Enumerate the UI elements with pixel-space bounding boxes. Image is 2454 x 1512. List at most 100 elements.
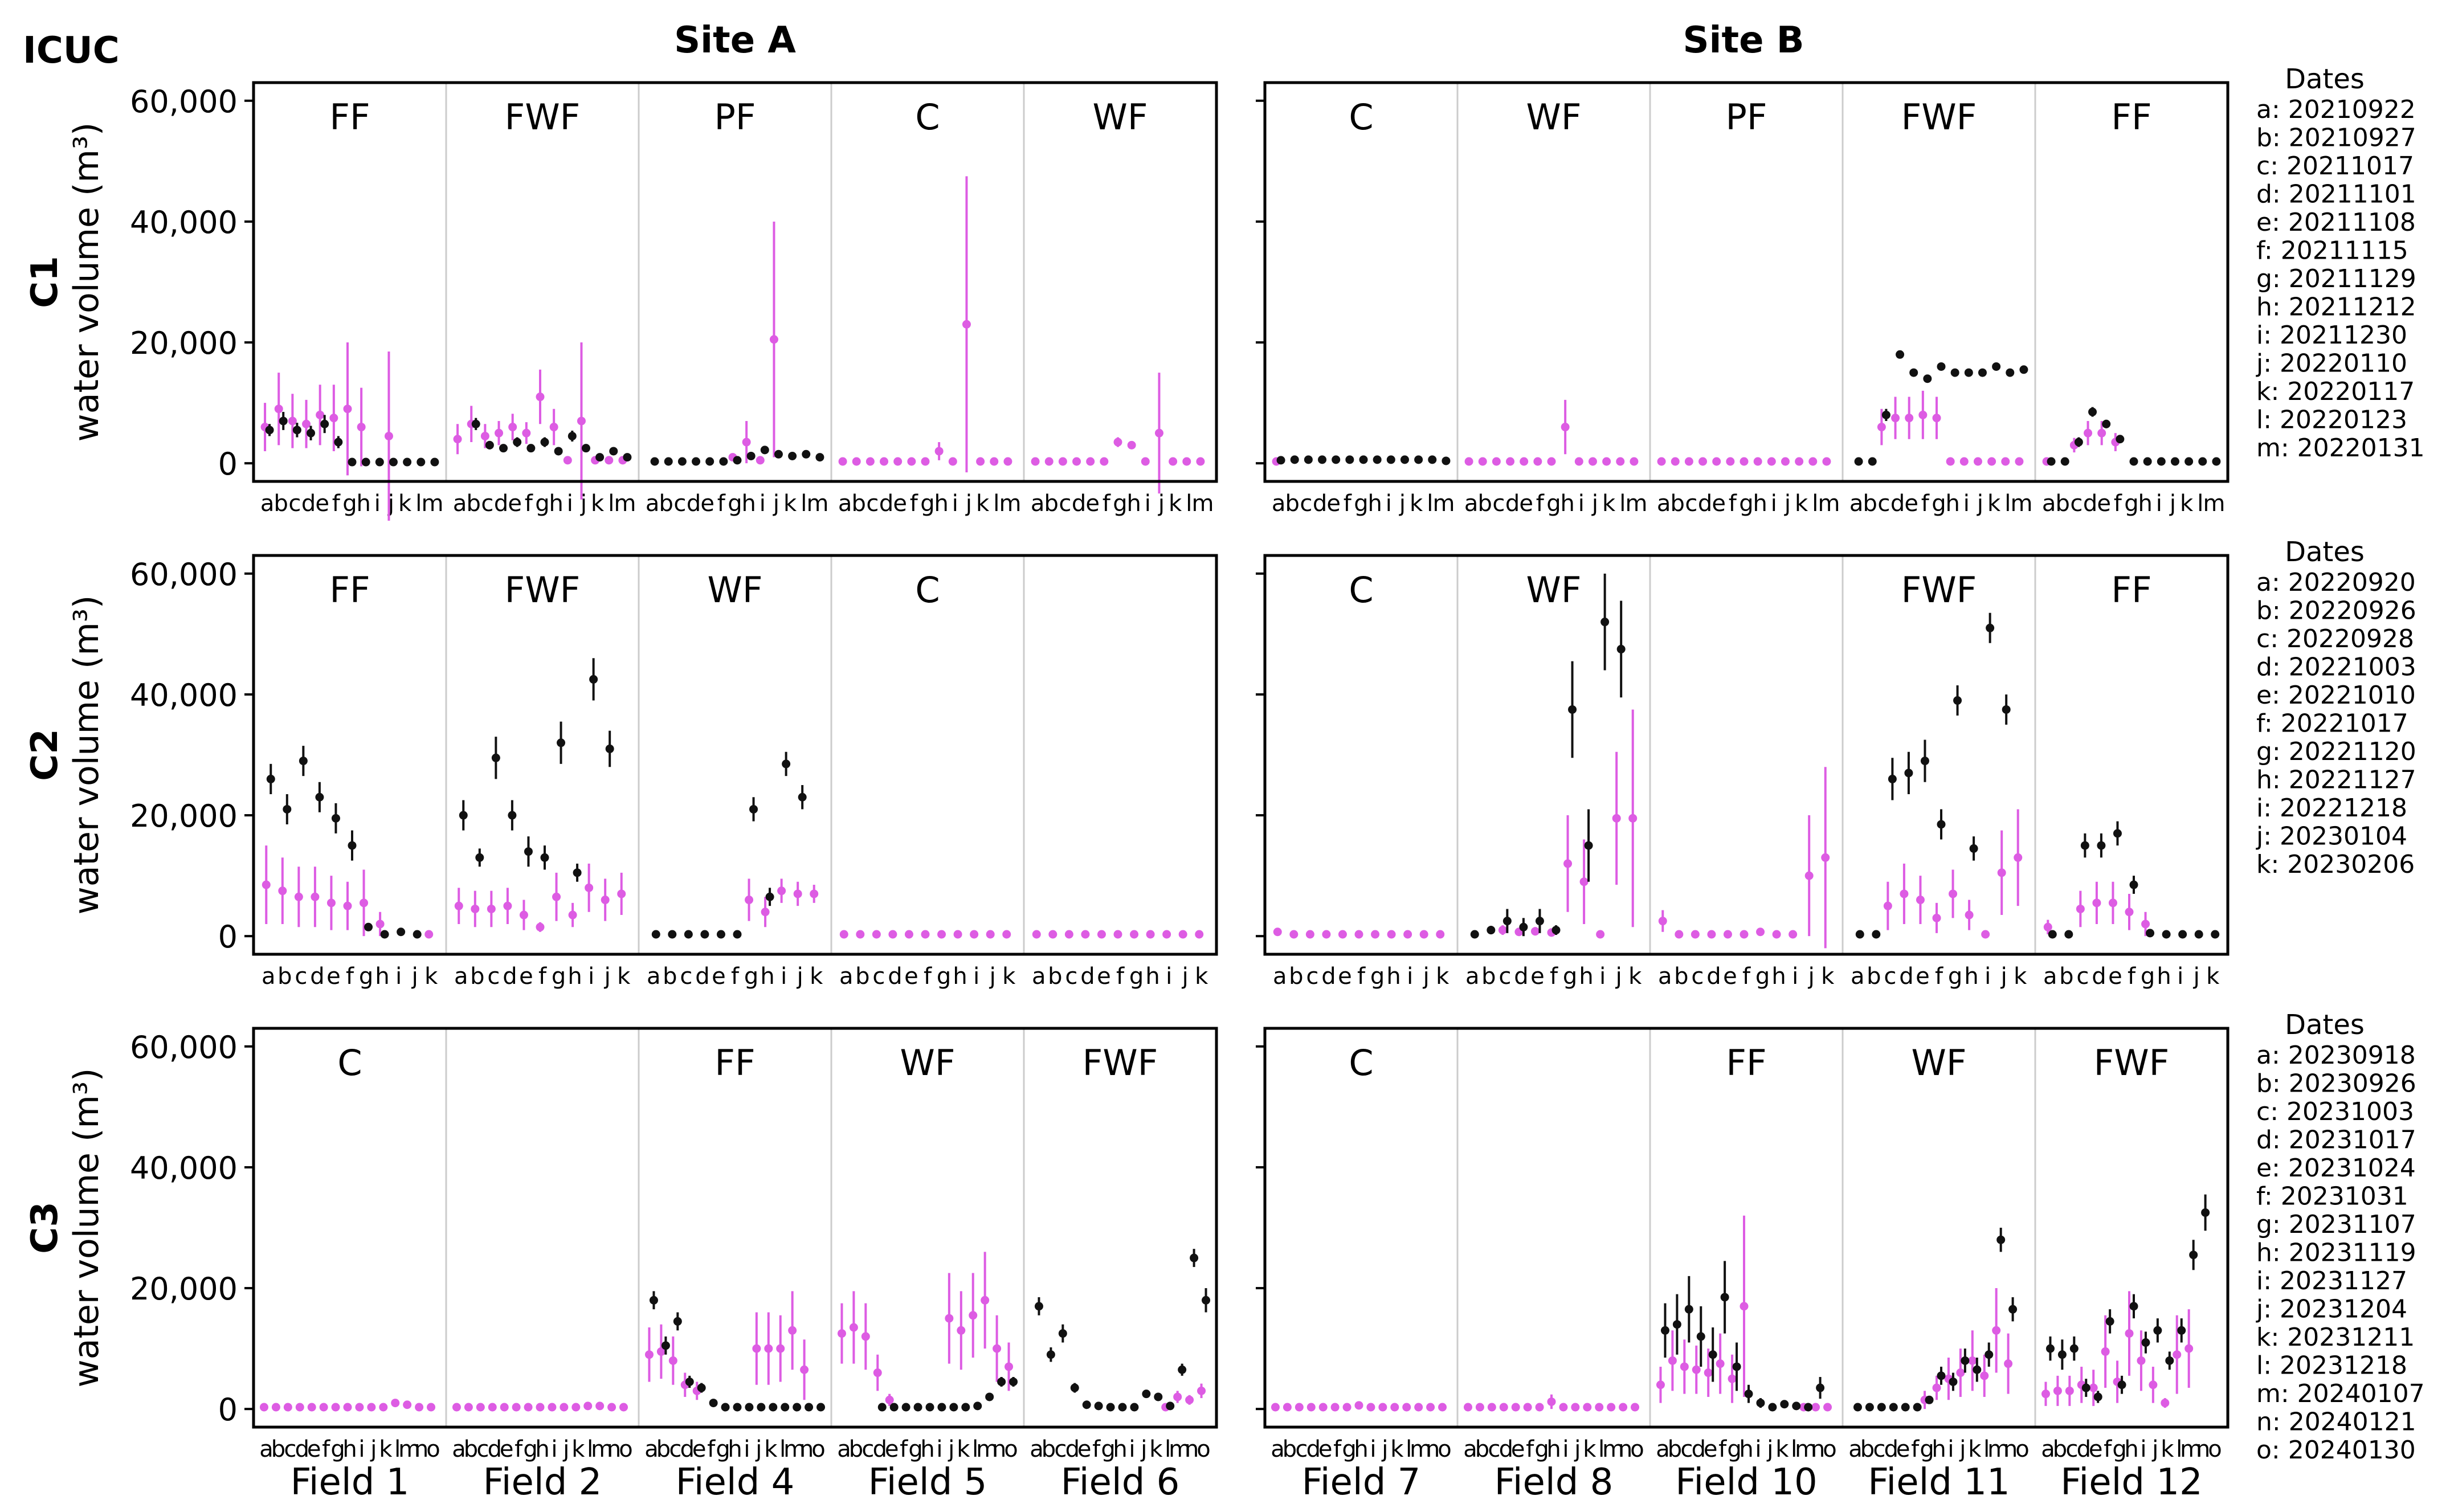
x-tick-label: k xyxy=(1775,1436,1789,1462)
violet-point xyxy=(595,1401,605,1411)
violet-point xyxy=(1628,814,1638,823)
black-point xyxy=(1964,368,1973,377)
x-tick-label: b xyxy=(1475,1436,1489,1462)
date-entry: h: 20221127 xyxy=(2256,766,2416,795)
x-tick-label: f xyxy=(2114,491,2122,517)
x-tick-label: f xyxy=(322,1436,330,1462)
x-tick-label: d xyxy=(1890,491,1905,517)
date-entry: a: 20230918 xyxy=(2256,1041,2416,1070)
date-entry: j: 20230104 xyxy=(2256,822,2407,851)
x-tick-label: k xyxy=(1436,963,1449,990)
date-entry: c: 20211017 xyxy=(2256,152,2414,181)
date-entry: e: 20221010 xyxy=(2256,681,2416,710)
x-tick-label: c xyxy=(1306,963,1318,990)
black-point xyxy=(1949,1377,1958,1386)
x-tick-label: k xyxy=(764,1436,778,1462)
violet-point xyxy=(990,457,999,466)
x-tick-label: c xyxy=(1488,1436,1500,1462)
x-tick-label: k xyxy=(1602,491,1616,517)
x-tick-label: a xyxy=(260,491,275,517)
x-tick-label: m xyxy=(1169,1436,1191,1462)
violet-point xyxy=(2161,1399,2170,1408)
black-point xyxy=(2143,457,2152,466)
violet-point xyxy=(1965,910,1974,920)
x-tick-label: k xyxy=(2014,963,2027,990)
violet-point xyxy=(1804,871,1814,880)
date-entry: c: 20231003 xyxy=(2256,1097,2414,1126)
x-tick-label: n xyxy=(799,1436,814,1462)
x-tick-label: a xyxy=(1658,963,1672,990)
date-entry: c: 20220928 xyxy=(2256,624,2414,653)
x-tick-label: i xyxy=(1947,1436,1954,1462)
x-tick-label: k xyxy=(1169,491,1182,517)
violet-point xyxy=(1728,1374,1737,1383)
x-tick-label: m xyxy=(1625,491,1647,517)
x-tick-label: j xyxy=(1399,491,1406,517)
violet-point xyxy=(536,393,545,402)
x-tick-label: j xyxy=(1574,1436,1581,1462)
violet-point xyxy=(1959,457,1969,466)
x-tick-label: n xyxy=(1811,1436,1825,1462)
violet-point xyxy=(970,930,979,939)
violet-point xyxy=(454,901,463,910)
x-tick-label: j xyxy=(989,963,996,990)
violet-point xyxy=(873,1368,882,1378)
x-tick-label: e xyxy=(315,491,329,517)
black-point xyxy=(2008,1305,2018,1314)
violet-point xyxy=(1438,1403,1447,1412)
black-point xyxy=(673,1317,682,1326)
treatment-label: C xyxy=(915,569,940,611)
violet-point xyxy=(752,1344,761,1353)
black-point xyxy=(2006,368,2015,377)
x-tick-label: j xyxy=(1591,491,1598,517)
x-tick-label: k xyxy=(2180,491,2194,517)
violet-point xyxy=(1992,1326,2001,1335)
date-entry: l: 20231218 xyxy=(2256,1351,2407,1380)
black-point xyxy=(1978,368,1987,377)
black-point xyxy=(805,1403,814,1412)
black-point xyxy=(1034,1302,1043,1311)
violet-point xyxy=(1602,457,1611,466)
black-point xyxy=(573,868,582,877)
violet-point xyxy=(563,456,572,465)
violet-point xyxy=(379,1403,388,1412)
y-axis-label: water volume (m³) xyxy=(67,122,107,442)
violet-point xyxy=(1178,930,1187,939)
x-tick-label: i xyxy=(1145,491,1151,517)
black-point xyxy=(1768,1403,1777,1412)
x-tick-label: f xyxy=(1344,491,1352,517)
violet-point xyxy=(1657,457,1666,466)
x-tick-label: h xyxy=(535,1436,549,1462)
violet-point xyxy=(331,1403,340,1412)
violet-point xyxy=(1579,877,1589,886)
black-point xyxy=(609,447,618,456)
violet-point xyxy=(2004,1359,2013,1368)
x-tick-label: h xyxy=(1354,1436,1368,1462)
x-tick-label: h xyxy=(741,491,756,517)
violet-point xyxy=(1692,1365,1701,1374)
black-point xyxy=(677,457,687,466)
x-tick-label: e xyxy=(1904,491,1918,517)
x-tick-label: b xyxy=(852,491,866,517)
violet-point xyxy=(1182,457,1191,466)
x-tick-label: f xyxy=(1333,1436,1342,1462)
violet-point xyxy=(1305,930,1314,939)
x-tick-label: f xyxy=(707,1436,716,1462)
x-tick-label: m xyxy=(421,491,443,517)
black-point xyxy=(650,457,659,466)
violet-point xyxy=(953,930,962,939)
violet-point xyxy=(1463,1403,1472,1412)
x-tick-label: j xyxy=(948,1436,954,1462)
violet-point xyxy=(957,1326,966,1335)
violet-point xyxy=(656,1347,665,1356)
violet-point xyxy=(295,1403,304,1412)
violet-point xyxy=(1561,423,1570,432)
violet-point xyxy=(508,423,517,432)
violet-point xyxy=(1414,1403,1423,1412)
black-point xyxy=(774,449,783,459)
x-tick-label: f xyxy=(346,963,354,990)
black-point xyxy=(2184,457,2194,466)
black-point xyxy=(782,759,791,769)
treatment-label: FF xyxy=(714,1042,755,1084)
black-point xyxy=(1332,455,1341,464)
